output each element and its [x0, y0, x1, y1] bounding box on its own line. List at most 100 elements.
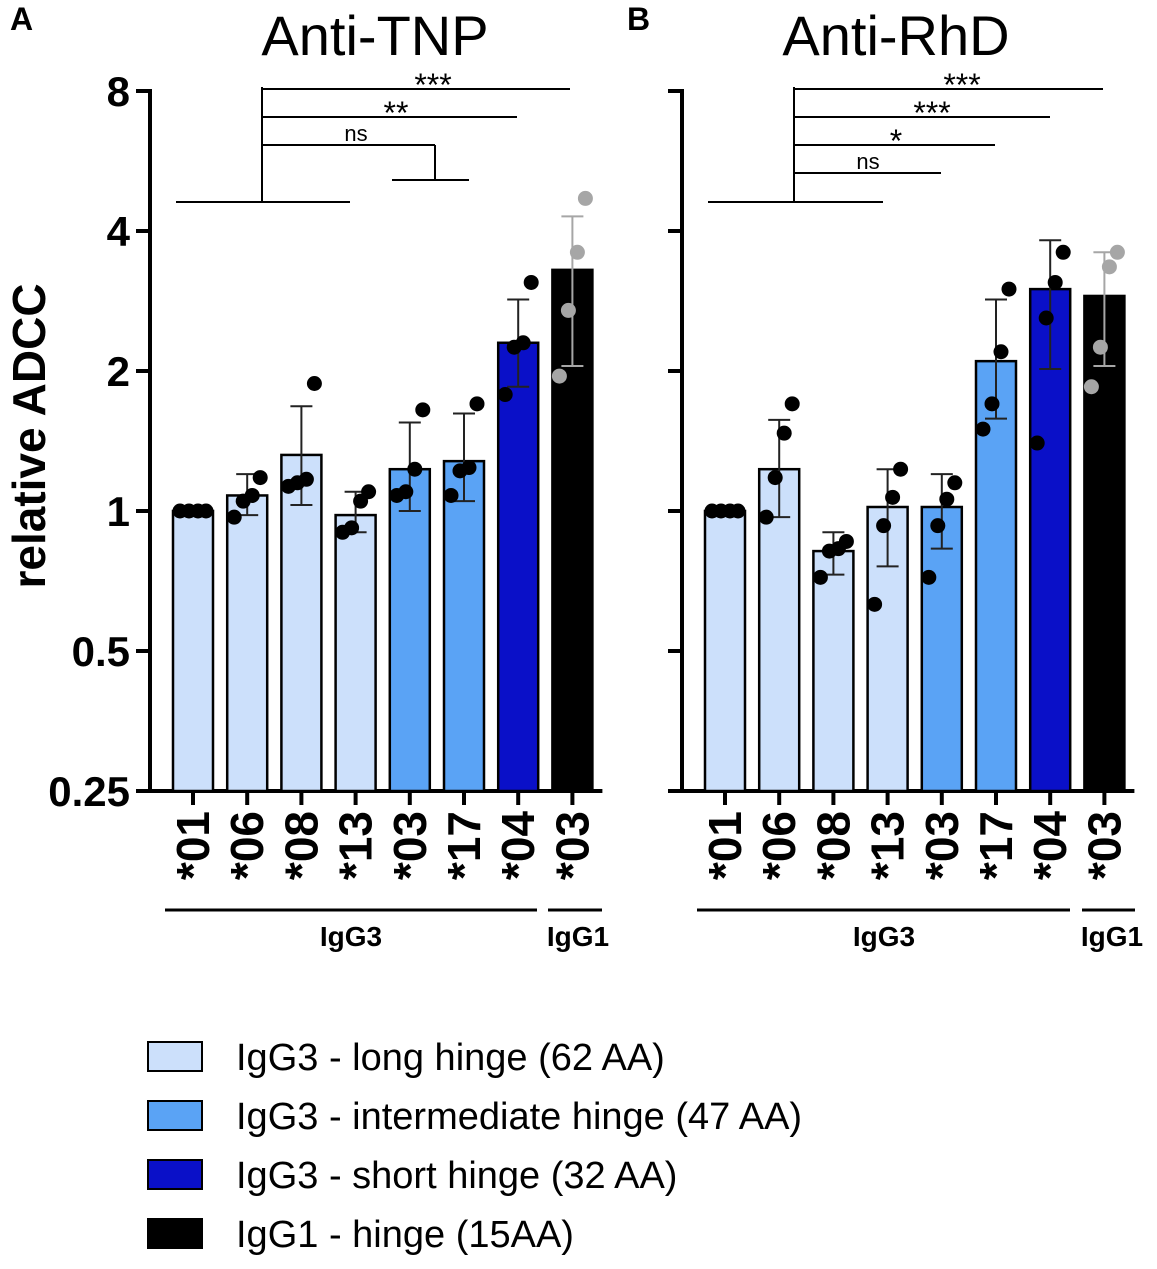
data-point: [893, 461, 909, 477]
bar: [703, 509, 747, 793]
data-point: [1109, 244, 1125, 260]
sig-label: ns: [344, 121, 367, 146]
x-tick-label: *13: [862, 811, 914, 880]
bar: [280, 453, 323, 793]
sig-label: ***: [943, 67, 980, 103]
sig-label: ***: [913, 95, 950, 131]
data-point: [784, 396, 800, 412]
bar: [1083, 294, 1126, 793]
y-tick-label: 1: [107, 488, 130, 535]
panel-a-title: Anti-TNP: [261, 4, 488, 67]
data-point: [1001, 281, 1017, 297]
data-point: [1047, 274, 1063, 290]
data-point: [244, 487, 260, 503]
data-point: [560, 302, 576, 318]
x-tick-label: *06: [221, 811, 273, 880]
y-axis-label: relative ADCC: [3, 283, 55, 588]
bar: [496, 341, 540, 793]
x-tick-label: *03: [1078, 811, 1130, 880]
group-label: IgG3: [853, 921, 915, 952]
data-point: [569, 244, 585, 260]
sig-label: ***: [414, 67, 451, 103]
legend-label: IgG1 - hinge (15AA): [236, 1214, 574, 1256]
y-tick-label: 2: [107, 348, 130, 395]
data-point: [758, 509, 774, 525]
data-point: [1101, 259, 1117, 275]
data-point: [407, 461, 423, 477]
data-point: [975, 421, 991, 437]
legend: IgG3 - long hinge (62 AA) IgG3 - intermed…: [147, 1037, 802, 1256]
data-point: [730, 503, 746, 519]
data-point: [993, 344, 1009, 360]
data-point: [930, 518, 946, 534]
sig-label: *: [890, 123, 902, 159]
data-point: [885, 489, 901, 505]
data-point: [776, 425, 792, 441]
x-tick-label: *17: [970, 811, 1022, 880]
data-point: [1029, 435, 1045, 451]
data-point: [876, 518, 892, 534]
data-point: [577, 190, 593, 206]
data-point: [921, 569, 937, 585]
data-point: [298, 471, 314, 487]
bar: [225, 494, 269, 793]
panel-b-title: Anti-RhD: [782, 4, 1009, 67]
sig-label: **: [384, 95, 409, 131]
group-label: IgG1: [1081, 921, 1143, 952]
x-tick-label: *03: [916, 811, 968, 880]
x-tick-label: *03: [546, 811, 598, 880]
data-point: [198, 503, 214, 519]
data-point: [1092, 339, 1108, 355]
legend-swatch: [147, 1218, 203, 1249]
data-point: [252, 470, 268, 486]
y-tick-label: 0.25: [48, 768, 130, 815]
x-tick-label: *01: [699, 811, 751, 880]
data-point: [1083, 379, 1099, 395]
data-point: [984, 396, 1000, 412]
data-point: [469, 396, 485, 412]
y-tick-label: 0.5: [72, 628, 130, 675]
data-point: [398, 484, 414, 500]
bar: [171, 509, 215, 793]
legend-swatch: [147, 1041, 203, 1072]
x-tick-label: *08: [807, 811, 859, 880]
legend-label: IgG3 - intermediate hinge (47 AA): [236, 1096, 802, 1138]
data-point: [838, 533, 854, 549]
x-tick-label: *08: [275, 811, 327, 880]
bar: [334, 513, 377, 793]
legend-swatch: [147, 1159, 203, 1190]
data-point: [415, 402, 431, 418]
data-point: [947, 475, 963, 491]
sig-label: ns: [856, 149, 879, 174]
x-tick-label: *01: [167, 811, 219, 880]
legend-label: IgG3 - short hinge (32 AA): [236, 1155, 677, 1197]
data-point: [523, 274, 539, 290]
bar: [388, 467, 432, 793]
data-point: [867, 596, 883, 612]
group-label: IgG1: [547, 921, 609, 952]
legend-swatch: [147, 1100, 203, 1131]
data-point: [461, 460, 477, 476]
x-tick-label: *04: [492, 811, 544, 880]
legend-label: IgG3 - long hinge (62 AA): [236, 1037, 665, 1079]
data-point: [361, 484, 377, 500]
data-point: [551, 368, 567, 384]
bar: [1028, 287, 1072, 793]
data-point: [515, 335, 531, 351]
x-tick-label: *06: [753, 811, 805, 880]
data-point: [443, 487, 459, 503]
y-tick-label: 4: [107, 208, 131, 255]
x-tick-label: *13: [330, 811, 382, 880]
x-tick-label: *03: [384, 811, 436, 880]
group-label: IgG3: [320, 921, 382, 952]
data-point: [767, 470, 783, 486]
data-point: [812, 569, 828, 585]
data-point: [497, 387, 513, 403]
panel-a-label: A: [10, 1, 33, 37]
data-point: [306, 375, 322, 391]
panel-b-label: B: [627, 1, 650, 37]
bar: [812, 549, 855, 793]
